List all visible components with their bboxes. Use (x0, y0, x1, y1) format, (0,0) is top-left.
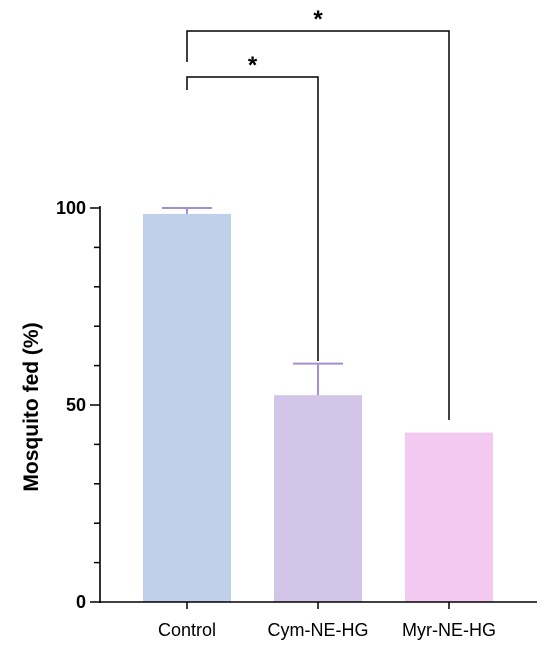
bar-myr-ne-hg (405, 432, 493, 602)
axes-layer (90, 206, 537, 609)
y-tick-label: 50 (66, 395, 86, 415)
tick-labels-layer: Control Cym-NE-HG Myr-NE-HG 0 50 100 (56, 198, 496, 640)
significance-asterisk: * (248, 52, 258, 79)
significance-bracket (186, 76, 319, 361)
y-axis-label: Mosquito fed (%) (20, 322, 43, 491)
y-tick-label: 0 (76, 592, 86, 612)
y-tick-label: 100 (56, 198, 86, 218)
bars-layer (143, 213, 493, 602)
x-tick-label: Myr-NE-HG (402, 620, 496, 640)
significance-asterisk: * (313, 6, 323, 33)
significance-bracket (186, 30, 450, 420)
x-tick-label: Cym-NE-HG (268, 620, 369, 640)
x-tick-label: Control (158, 620, 216, 640)
bar-control (143, 213, 231, 602)
error-bars-layer (162, 207, 343, 396)
significance-brackets-layer: ** (186, 6, 450, 420)
bar-cym-ne-hg (274, 395, 362, 602)
